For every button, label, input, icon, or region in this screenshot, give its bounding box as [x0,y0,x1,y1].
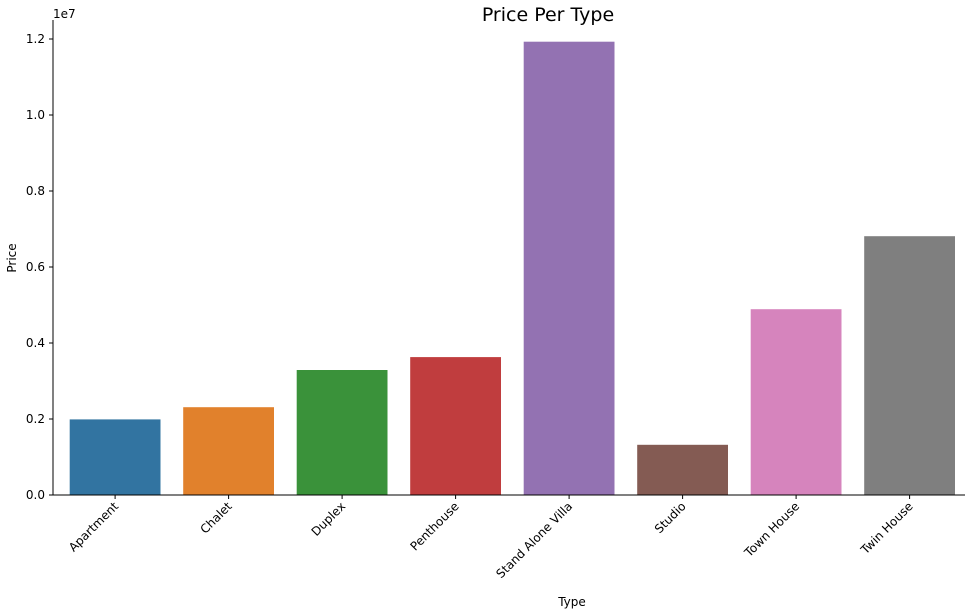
bar-twin-house [864,236,955,495]
y-tick-label: 0.4 [26,336,45,350]
bar-duplex [296,370,388,495]
x-tick-label: Stand Alone Villa [493,499,575,581]
y-scale-label: 1e7 [53,7,76,21]
y-tick-label: 0.6 [26,260,45,274]
y-tick-label: 0.8 [26,184,45,198]
x-axis-label: Type [557,595,586,609]
x-tick-label: Town House [741,499,802,560]
y-axis-label: Price [5,243,19,272]
y-tick-label: 0.0 [26,488,45,502]
bar-town-house [750,309,842,495]
y-tick-label: 1.0 [26,108,45,122]
y-tick-label: 0.2 [26,412,45,426]
x-tick-label: Chalet [197,499,235,537]
bar-stand-alone-villa [523,41,615,495]
bar-studio [637,444,728,495]
y-tick-label: 1.2 [26,32,45,46]
chart-title: Price Per Type [482,4,614,26]
bar-apartment [69,419,161,495]
x-ticks-group: Apartment Chalet Duplex Penthouse Stand Alon… [66,495,916,581]
x-tick-label: Penthouse [407,499,461,553]
bars-group [69,41,955,495]
bar-chalet [183,407,274,495]
x-tick-label: Studio [652,499,689,536]
x-tick-label: Apartment [66,499,122,555]
x-tick-label: Duplex [309,499,349,539]
bar-penthouse [410,357,501,495]
y-ticks-group: 0.0 0.2 0.4 0.6 0.8 1.0 1.2 [26,32,53,502]
x-tick-label: Twin House [857,499,915,557]
